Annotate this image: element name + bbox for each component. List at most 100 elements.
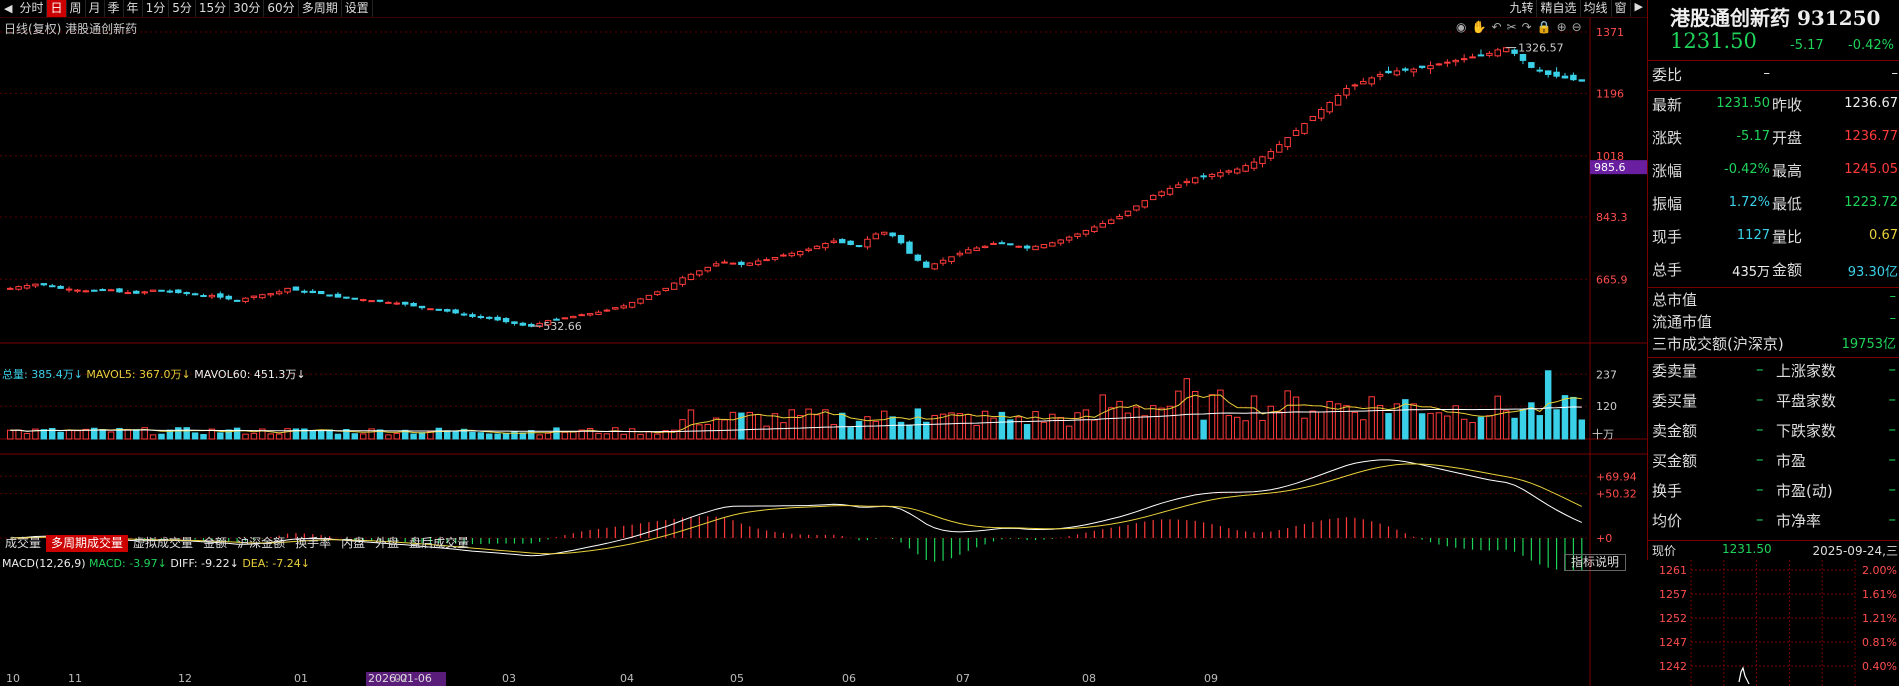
price-axis-label: 1018 [1596,150,1624,163]
quote-value: -0.42% [1724,162,1770,177]
kline-chart[interactable]: 1371 1196 1018 843.3 665.9 985.6 1326.57 532.66… [0,18,1647,686]
period-7[interactable]: 5分 [169,0,196,17]
period-11[interactable]: 多周期 [299,0,342,17]
toolbar-right-item[interactable]: 精自选 [1537,0,1581,17]
toolbar-right-item[interactable]: 均线 [1581,0,1612,17]
candle-body [1318,109,1325,119]
tab-4[interactable]: 沪深金额 [237,535,286,550]
candle-body [1284,137,1291,148]
stat-row: 买金额 – 市盈 – [1648,450,1899,480]
period-4[interactable]: 季 [105,0,124,17]
hand-icon[interactable]: ✋ [1471,20,1487,34]
volume-bar [376,429,384,440]
quote-value: 0.67 [1869,228,1898,243]
volume-bar [595,432,602,440]
volume-bar [1200,419,1207,440]
eye-icon[interactable]: ◉ [1456,20,1467,34]
tab-7[interactable]: 外盘 [375,535,400,550]
volume-bar [771,413,779,440]
volume-bar [1486,415,1493,440]
tab-6[interactable]: 内盘 [341,535,366,550]
toolbar-right-item[interactable]: 窗 [1612,0,1631,17]
volume-bar [1418,413,1426,440]
date-highlight [366,672,446,686]
stat-label: 均价 [1652,512,1683,530]
volume-bar [1023,423,1031,440]
stat-row: 委卖量 – 上涨家数 – [1648,360,1899,390]
lock-icon[interactable]: 🔒 [1536,20,1552,34]
volume-bar [1082,409,1090,440]
period-5[interactable]: 年 [124,0,143,17]
volume-bar [233,427,241,440]
candle-body [1410,68,1417,73]
volume-bar [1368,396,1375,440]
candle-body [1217,172,1224,177]
period-1[interactable]: 日 [47,0,67,17]
zoom-out-icon[interactable]: ⊖ [1571,20,1582,34]
period-10[interactable]: 60分 [264,0,299,17]
volume-total: 总量: 385.4万↓ [2,368,83,381]
period-0[interactable]: 分时 [16,0,48,17]
period-9[interactable]: 30分 [230,0,265,17]
quote-value: 435万 [1732,265,1770,280]
candle-body [1561,75,1569,79]
toolbar-right-arrow[interactable]: ▶ [1634,0,1643,13]
volume-bar [914,408,922,440]
macd-axis-label: +69.94 [1596,470,1637,483]
zoom-in-icon[interactable]: ⊕ [1556,20,1567,34]
tab-5[interactable]: 换手率 [295,535,332,550]
volume-bar [654,433,661,440]
tab-8[interactable]: 盘后成交量 [409,535,470,550]
period-6[interactable]: 1分 [143,0,170,17]
redo-icon[interactable]: ↷ [1521,20,1532,34]
toolbar-right-item[interactable]: 九转 [1506,0,1538,17]
undo-icon[interactable]: ↶ [1491,20,1502,34]
tab-3[interactable]: 金额 [203,535,228,550]
candle-body [1368,77,1375,85]
candle-body [469,314,476,317]
month-label: 07 [956,672,970,685]
quote-label: 现手 [1652,228,1683,246]
volume-bar [620,433,627,440]
volume-bar [973,424,980,440]
candle-body [981,245,989,249]
scissors-icon[interactable]: ✂ [1506,20,1517,34]
period-8[interactable]: 15分 [196,0,231,17]
tab-1[interactable]: 多周期成交量 [46,534,129,552]
volume-bar [536,434,543,440]
macd-diff-line [10,459,1583,557]
candle-body [351,297,359,300]
candle-body [1536,69,1544,72]
stat-row: 委买量 – 平盘家数 – [1648,390,1899,420]
float-cap-value: – [1889,311,1897,326]
indicator-help-button[interactable]: 指标说明 [1564,554,1627,571]
candle-body [494,316,501,321]
candle-body [620,305,627,309]
stat-label: 市盈(动) [1776,482,1833,500]
volume-bar [32,428,39,440]
toolbar-left-arrow[interactable]: ◀ [4,2,13,15]
candle-body [1267,151,1275,159]
mini-axis-left: 1257 [1659,588,1687,601]
candle-body [1494,49,1501,57]
candle-body [1553,71,1560,77]
period-3[interactable]: 月 [86,0,105,17]
volume-bar [1276,411,1283,440]
volume-bar [200,433,207,440]
price-axis-label: 843.3 [1596,211,1628,224]
tab-0[interactable]: 成交量 [5,535,42,550]
candle-body [1444,61,1451,64]
period-2[interactable]: 周 [67,0,86,17]
candle-body [133,290,140,294]
turnover-3mkt-label: 三市成交额(沪深京) [1652,335,1784,353]
tab-2[interactable]: 虚拟成交量 [133,535,194,550]
quote-value: 1231.50 [1716,96,1770,111]
candle-body [175,289,182,294]
candle-body [1208,173,1216,178]
intraday-mini-chart[interactable]: 1261 2.00% 1257 1.61% 1252 1.21% 1247 0.81% 1242… [1647,560,1899,686]
volume-bar [477,432,485,440]
period-12[interactable]: 设置 [342,0,373,17]
volume-bar [704,423,711,440]
volume-bar [864,416,871,440]
volume-bar [208,428,216,440]
